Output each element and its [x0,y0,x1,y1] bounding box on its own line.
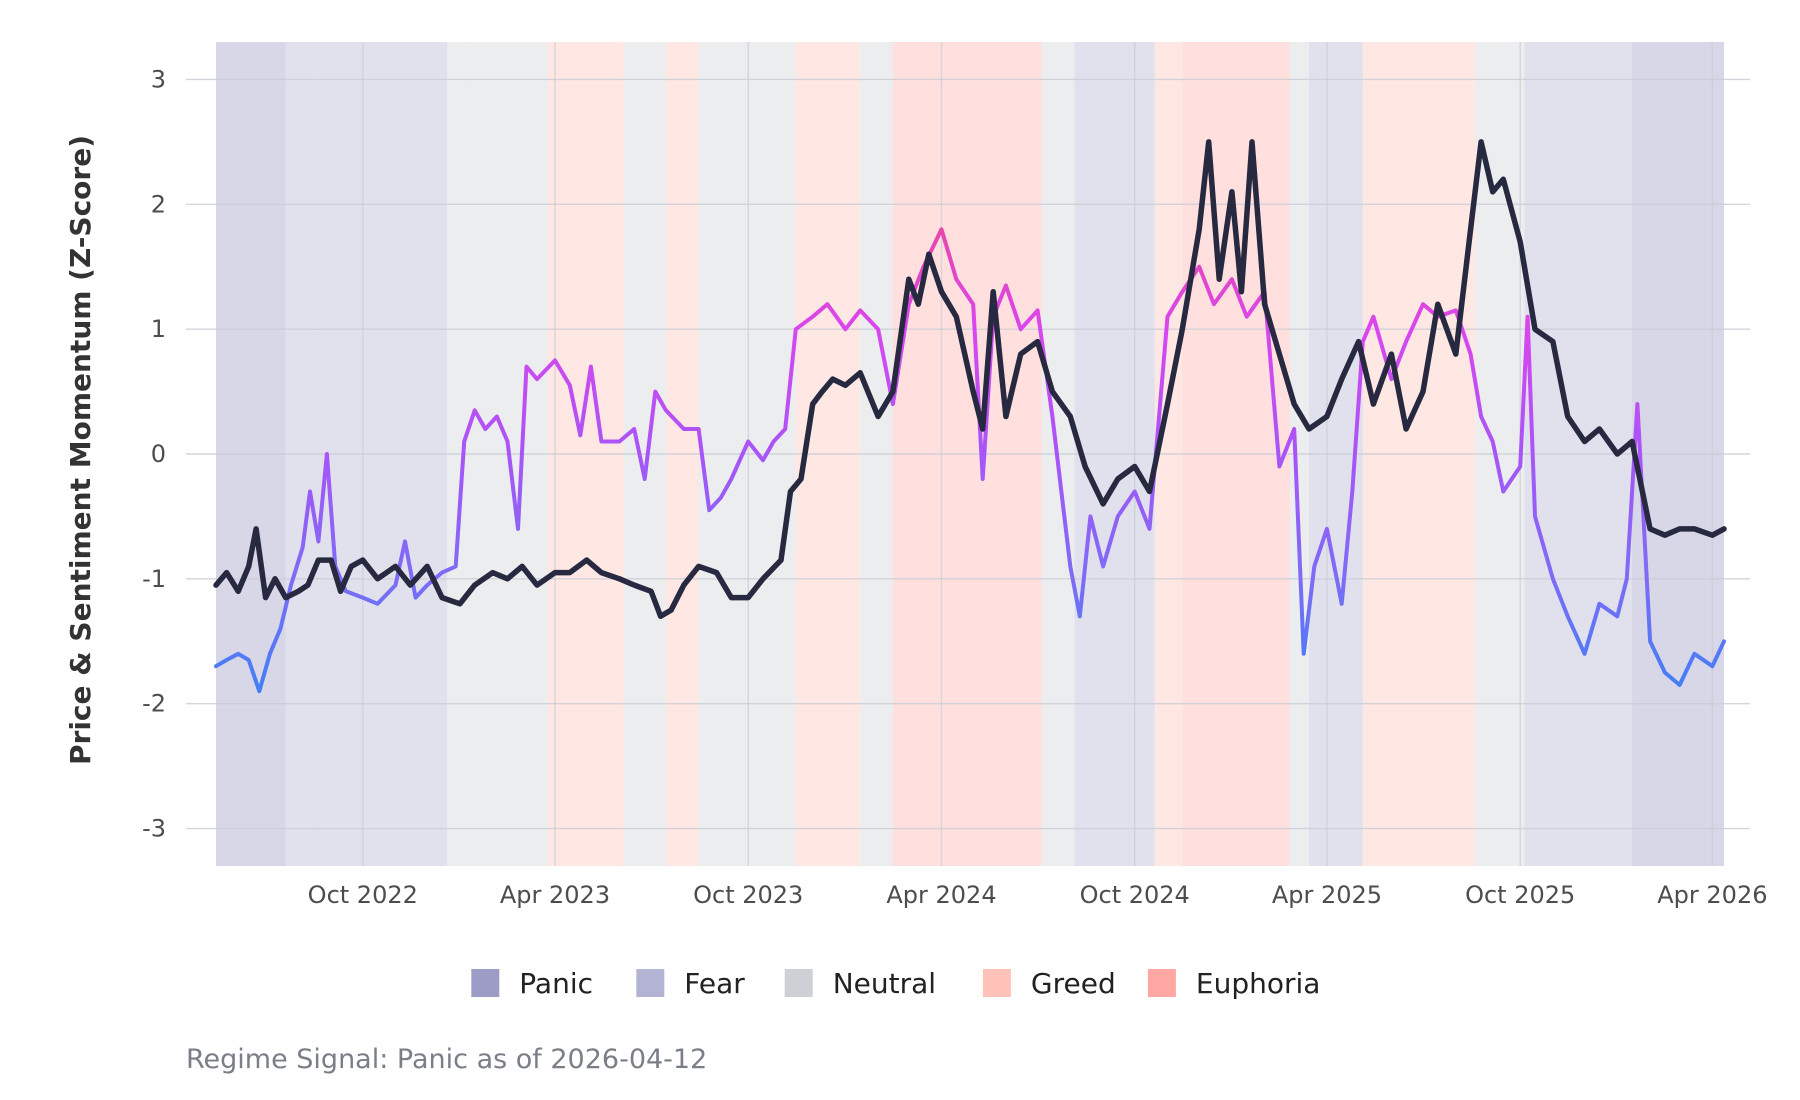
series-lines [213,139,1727,694]
y-tick-labels: -3 -2 -1 0 1 2 3 [142,65,166,842]
legend-label: Neutral [833,967,936,1000]
series-line-price [213,139,1727,620]
legend-swatch [471,969,500,997]
y-tick-label: -2 [142,690,166,718]
y-tick-label: -1 [142,565,166,593]
y-tick-label: -3 [142,815,166,843]
legend-swatch [636,969,665,997]
legend-item-euphoria: Euphoria [1147,967,1321,1000]
legend-item-neutral: Neutral [784,967,936,1000]
legend-item-panic: Panic [471,967,593,1000]
y-tick-label: 2 [151,190,166,218]
x-tick-label: Oct 2022 [308,881,418,909]
y-tick-label: 0 [151,440,166,468]
y-axis-title: Price & Sentiment Momentum (Z-Score) [64,135,97,765]
legend-item-greed: Greed [982,967,1116,1000]
caption: Regime Signal: Panic as of 2026-04-12 [186,1044,707,1075]
x-tick-label: Apr 2025 [1272,881,1382,909]
x-tick-label: Oct 2025 [1465,881,1575,909]
legend-swatch [982,969,1011,997]
x-tick-label: Apr 2023 [500,881,610,909]
legend: Panic Fear Neutral Greed Euphoria [471,967,1320,1000]
y-tick-label: 3 [151,65,166,93]
y-tick-label: 1 [151,315,166,343]
legend-label: Fear [684,967,745,1000]
legend-label: Panic [519,967,593,1000]
legend-item-fear: Fear [636,967,745,1000]
legend-label: Greed [1031,967,1116,1000]
x-tick-labels: Oct 2022 Apr 2023 Oct 2023 Apr 2024 Oct 2024… [308,881,1768,909]
x-tick-label: Oct 2024 [1080,881,1190,909]
legend-label: Euphoria [1196,967,1321,1000]
legend-swatch [1147,969,1176,997]
x-tick-label: Oct 2023 [693,881,803,909]
x-tick-label: Apr 2024 [886,881,996,909]
legend-swatch [784,969,813,997]
x-tick-label: Apr 2026 [1657,881,1767,909]
